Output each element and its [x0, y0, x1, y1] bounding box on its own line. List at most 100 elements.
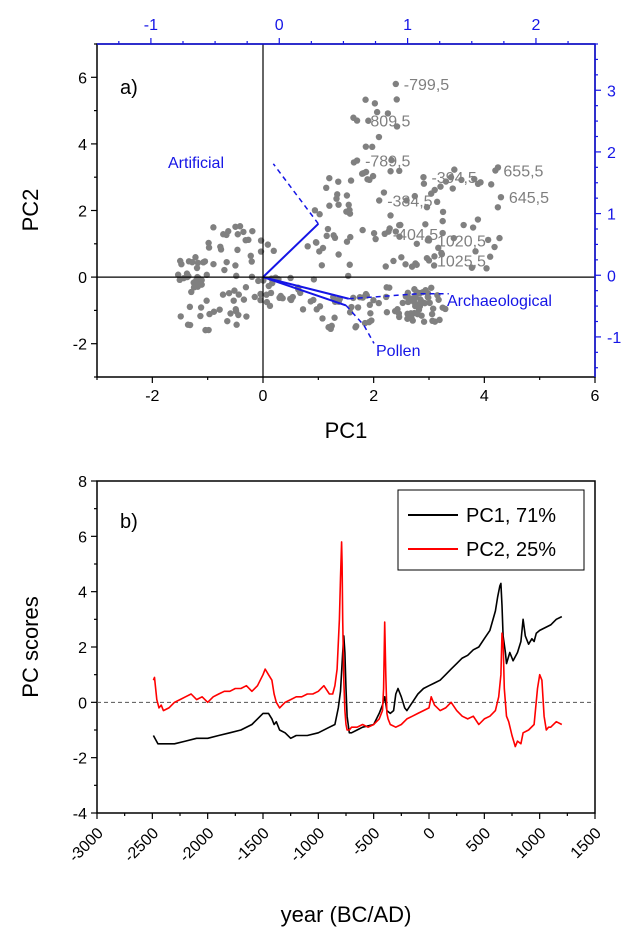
- scatter-point: [364, 176, 371, 183]
- labeled-scatter-point: [420, 174, 427, 181]
- scatter-point: [447, 174, 455, 181]
- scatter-point: [335, 201, 342, 208]
- scatter-point: [367, 310, 374, 317]
- scatter-point: [471, 175, 478, 183]
- scatter-point: [234, 246, 241, 254]
- scatter-point: [352, 322, 360, 330]
- b-x-tick-label: -2000: [177, 825, 218, 866]
- scatter-point: [242, 236, 249, 244]
- panel-b-ylabel: PC scores: [18, 596, 43, 697]
- vector-label-artificial: Artificial: [168, 155, 224, 172]
- a-top-tick-label: 0: [275, 17, 284, 34]
- labeled-scatter-point: [353, 117, 361, 124]
- scatter-point: [411, 192, 419, 200]
- scatter-point: [370, 297, 377, 304]
- scatter-point: [423, 203, 431, 211]
- scatter-point: [428, 284, 435, 291]
- a-right-tick-label: 0: [607, 268, 616, 285]
- a-y-tick-label: 4: [78, 137, 87, 154]
- vector-label-archaeological: Archaeological: [447, 293, 552, 310]
- scatter-point: [425, 294, 432, 301]
- labeled-scatter-point: [376, 197, 383, 204]
- scatter-point: [223, 258, 230, 266]
- scatter-point: [486, 253, 494, 260]
- scatter-point: [366, 301, 374, 309]
- a-right-tick-label: -1: [607, 330, 621, 347]
- point-label: 645,5: [509, 190, 549, 207]
- b-x-tick-label: -500: [349, 825, 384, 860]
- scatter-point: [346, 261, 353, 268]
- b-x-tick-label: 1000: [512, 825, 549, 862]
- scatter-point: [469, 224, 477, 231]
- scatter-point: [221, 266, 228, 274]
- scatter-point: [496, 234, 503, 242]
- scatter-point: [270, 247, 277, 255]
- scatter-point: [176, 276, 183, 284]
- scatter-point: [186, 303, 194, 311]
- b-x-tick-label: 0: [421, 825, 439, 843]
- b-x-tick-label: 1500: [568, 825, 605, 862]
- scatter-point: [422, 221, 429, 228]
- scatter-point: [289, 293, 296, 301]
- scatter-point: [365, 318, 373, 326]
- scatter-point: [201, 258, 209, 265]
- scatter-point: [393, 96, 400, 103]
- scatter-point: [178, 260, 185, 268]
- panel-b-xlabel: year (BC/AD): [281, 902, 412, 927]
- point-label: -404,5: [393, 227, 438, 244]
- scatter-point: [390, 257, 397, 265]
- panel-a: Artificial Archaeological Pollen -2 0 2 4 6 -2 0…: [18, 17, 621, 443]
- scatter-point: [369, 143, 376, 151]
- scatter-point: [484, 236, 492, 244]
- scatter-point: [404, 310, 411, 318]
- a-right-tick-label: 1: [607, 207, 616, 224]
- b-x-tick-label: -1000: [287, 825, 328, 866]
- scatter-point: [192, 254, 199, 261]
- scatter-point: [442, 178, 450, 185]
- point-label: -799,5: [404, 77, 449, 94]
- scatter-point: [174, 271, 182, 278]
- scatter-point: [323, 232, 330, 240]
- vector-label-pollen: Pollen: [376, 343, 420, 360]
- scatter-point: [194, 278, 201, 286]
- scatter-point: [326, 174, 333, 182]
- scatter-point: [450, 234, 458, 242]
- legend-label-pc1: PC1, 71%: [466, 505, 556, 527]
- archaeological-leader-line: [348, 292, 449, 300]
- scatter-point: [403, 197, 410, 204]
- scatter-point: [287, 274, 294, 282]
- scatter-point: [437, 183, 444, 190]
- scatter-point: [488, 181, 495, 188]
- scatter-point: [206, 310, 213, 318]
- scatter-point: [449, 185, 456, 192]
- scatter-point: [386, 284, 393, 291]
- scatter-point: [436, 316, 443, 324]
- scatter-point: [365, 117, 372, 124]
- scatter-point: [233, 272, 240, 280]
- scatter-point: [343, 192, 351, 199]
- scatter-point: [347, 233, 354, 241]
- scatter-point: [383, 309, 391, 316]
- scatter-point: [370, 230, 378, 237]
- scatter-point: [435, 296, 442, 303]
- labeled-scatter-point: [353, 157, 361, 164]
- scatter-point: [413, 261, 420, 268]
- panel-a-label: a): [120, 77, 138, 99]
- artificial-leader-line: [272, 163, 319, 225]
- scatter-point: [186, 321, 194, 329]
- scatter-point: [396, 167, 403, 175]
- scatter-point: [324, 225, 332, 233]
- scatter-point: [405, 294, 413, 302]
- scatter-point: [439, 217, 446, 225]
- scatter-point: [415, 306, 423, 313]
- scatter-point: [319, 315, 326, 322]
- scatter-point: [343, 238, 351, 245]
- b-y-tick-label: 0: [78, 695, 87, 712]
- scatter-point: [412, 292, 420, 299]
- scatter-point: [266, 302, 274, 310]
- scatter-point: [369, 172, 377, 180]
- scatter-point: [395, 313, 403, 321]
- a-top-tick-label: -1: [144, 17, 158, 34]
- scatter-point: [429, 317, 436, 325]
- panel-b-series-lines: [152, 541, 563, 748]
